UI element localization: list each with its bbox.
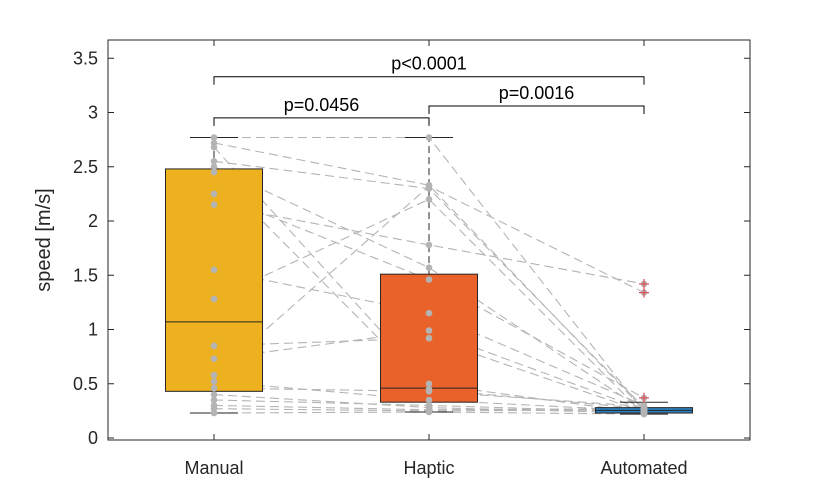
data-point	[425, 388, 433, 395]
data-point	[425, 276, 433, 283]
data-point	[425, 134, 433, 141]
data-point	[210, 396, 218, 404]
y-tick-label: 0	[88, 428, 98, 448]
x-tick-label-manual: Manual	[184, 458, 243, 478]
paired-line	[213, 146, 645, 414]
significance-label: p=0.0016	[499, 83, 575, 103]
y-tick-label: 2	[88, 211, 98, 231]
data-point	[210, 201, 218, 208]
data-point	[210, 355, 218, 363]
significance-label: p=0.0456	[284, 95, 360, 115]
points-group	[210, 134, 649, 418]
data-point	[210, 163, 218, 171]
data-point	[210, 158, 218, 165]
data-point	[210, 384, 218, 392]
data-point	[210, 134, 218, 141]
data-point	[210, 371, 218, 379]
data-point	[210, 342, 218, 350]
y-axis-label: speed [m/s]	[33, 188, 55, 291]
data-point	[210, 266, 218, 274]
data-point	[210, 168, 218, 176]
data-point	[210, 409, 218, 417]
y-tick-label: 1.5	[73, 265, 98, 285]
data-point	[425, 408, 433, 416]
significance-bracket	[213, 117, 430, 126]
significance-bracket	[428, 105, 645, 114]
data-point	[425, 309, 433, 317]
paired-line	[213, 269, 645, 406]
significance-bracket	[213, 76, 645, 85]
data-point	[210, 378, 218, 385]
x-tick-label-automated: Automated	[600, 458, 687, 478]
data-point	[425, 183, 433, 190]
data-point	[425, 396, 433, 404]
paired-line	[213, 198, 645, 415]
significance-group: p=0.0456 p=0.0016 p<0.0001	[213, 54, 645, 126]
paired-line	[213, 166, 645, 412]
data-point	[210, 143, 218, 151]
data-point	[640, 410, 648, 418]
data-point	[210, 391, 218, 398]
y-tick-label: 0.5	[73, 374, 98, 394]
data-point	[210, 190, 218, 198]
data-point	[210, 295, 218, 303]
data-point	[425, 334, 433, 342]
y-tick-label: 1	[88, 320, 98, 340]
data-point	[425, 264, 433, 272]
data-point	[425, 241, 433, 249]
data-point	[425, 196, 433, 203]
significance-label: p<0.0001	[391, 54, 467, 74]
y-tick-label: 3.5	[73, 48, 98, 68]
y-tick-label: 3	[88, 103, 98, 123]
data-point	[425, 380, 433, 388]
data-point	[425, 327, 433, 334]
paired-line	[213, 171, 645, 410]
y-tick-label: 2.5	[73, 157, 98, 177]
axes-group: 0 0.5 1 1.5 2 2.5 3 3.5 Manual Haptic Automated	[73, 40, 750, 478]
x-tick-label-haptic: Haptic	[403, 458, 454, 478]
